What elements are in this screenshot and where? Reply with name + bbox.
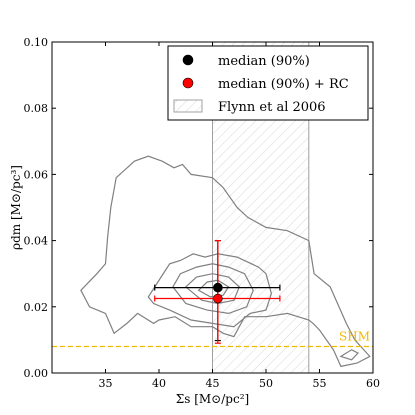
x-axis-label: Σs [M⊙/pc²] bbox=[176, 392, 249, 406]
y-axis-label: ρdm [M⊙/pc³] bbox=[9, 165, 23, 250]
legend-marker-2 bbox=[182, 77, 194, 89]
legend-label-1: median (90%) bbox=[218, 54, 310, 69]
contour-1 bbox=[80, 155, 371, 368]
legend-marker-3 bbox=[173, 99, 203, 113]
y-tick-label: 0.00 bbox=[24, 367, 49, 380]
median-90-rc-point bbox=[213, 293, 223, 304]
x-tick-label: 60 bbox=[366, 377, 380, 390]
contour-4 bbox=[184, 273, 241, 305]
y-tick-label: 0.10 bbox=[24, 36, 49, 49]
legend: median (90%) median (90%) + RC Flynn et al… bbox=[167, 45, 369, 121]
axes: 35 40 45 50 55 60 0.00 0.02 0.04 0.06 0.08 0.10 Σs [… bbox=[9, 36, 380, 406]
y-tick-label: 0.06 bbox=[24, 168, 49, 181]
contour-6 bbox=[339, 349, 359, 361]
median-90-point bbox=[213, 282, 223, 293]
x-tick-label: 40 bbox=[152, 377, 166, 390]
contour-2 bbox=[147, 253, 273, 328]
contour-3 bbox=[172, 263, 254, 315]
legend-label-3: Flynn et al 2006 bbox=[218, 100, 326, 115]
shm-label: SHM bbox=[339, 330, 370, 344]
contour-5 bbox=[197, 279, 230, 298]
y-tick-label: 0.02 bbox=[24, 301, 49, 314]
x-tick-label: 45 bbox=[206, 377, 220, 390]
x-tick-label: 35 bbox=[99, 377, 113, 390]
x-tick-label: 55 bbox=[313, 377, 327, 390]
legend-label-2: median (90%) + RC bbox=[218, 77, 349, 92]
legend-marker-1 bbox=[182, 54, 194, 66]
x-tick-label: 50 bbox=[259, 377, 273, 390]
y-tick-label: 0.08 bbox=[24, 102, 49, 115]
y-tick-label: 0.04 bbox=[24, 235, 49, 248]
